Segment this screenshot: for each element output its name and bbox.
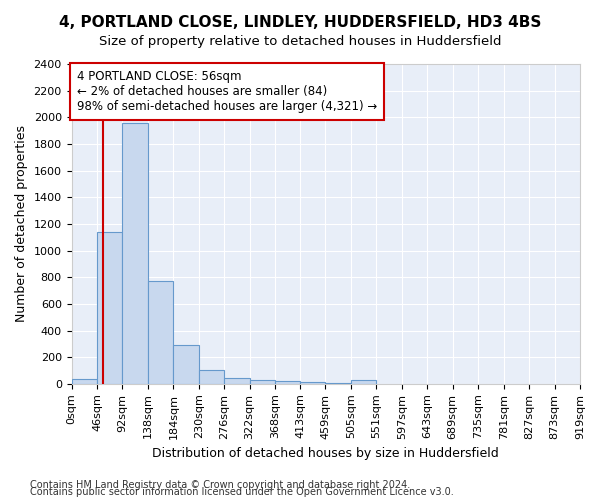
Bar [275,381,300,384]
Bar [300,382,325,384]
Bar [250,380,275,384]
Text: 4, PORTLAND CLOSE, LINDLEY, HUDDERSFIELD, HD3 4BS: 4, PORTLAND CLOSE, LINDLEY, HUDDERSFIELD… [59,15,541,30]
Bar [122,122,148,384]
Bar [199,370,224,384]
Text: Contains HM Land Registry data © Crown copyright and database right 2024.: Contains HM Land Registry data © Crown c… [30,480,410,490]
Bar [97,232,122,384]
Bar [71,379,97,384]
Bar [325,383,351,384]
Bar [224,378,250,384]
Text: Contains public sector information licensed under the Open Government Licence v3: Contains public sector information licen… [30,487,454,497]
Bar [351,380,376,384]
Text: 4 PORTLAND CLOSE: 56sqm
← 2% of detached houses are smaller (84)
98% of semi-det: 4 PORTLAND CLOSE: 56sqm ← 2% of detached… [77,70,377,114]
Text: Size of property relative to detached houses in Huddersfield: Size of property relative to detached ho… [99,35,501,48]
Bar [173,344,199,384]
Bar [148,280,173,384]
X-axis label: Distribution of detached houses by size in Huddersfield: Distribution of detached houses by size … [152,447,499,460]
Y-axis label: Number of detached properties: Number of detached properties [15,126,28,322]
